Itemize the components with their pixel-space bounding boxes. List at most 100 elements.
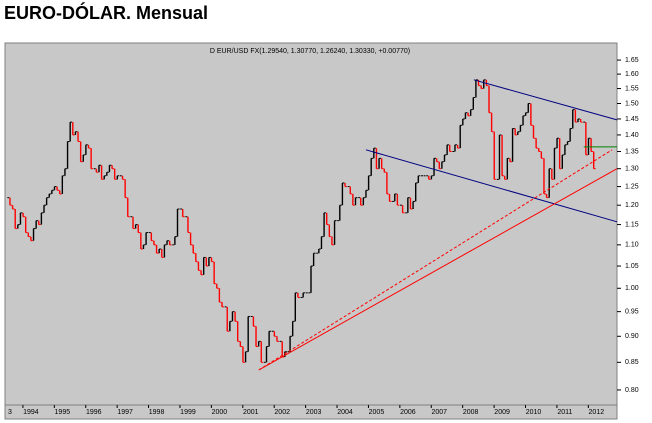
price-bar [365, 189, 368, 198]
x-tick-label: 2002 [274, 409, 290, 416]
price-bar [200, 270, 204, 276]
price-bar [176, 208, 180, 237]
price-bar [234, 311, 238, 322]
price-bar [64, 168, 67, 176]
price-bar [142, 244, 146, 249]
y-tick-label: 1.40 [625, 132, 639, 139]
price-bar [545, 193, 549, 199]
y-tick-label: 1.45 [625, 116, 639, 123]
price-bar [113, 168, 117, 180]
price-bar [145, 232, 149, 245]
y-tick-label: 1.50 [625, 100, 639, 107]
price-bar [59, 190, 62, 195]
price-bar [320, 236, 324, 249]
price-bar [501, 134, 505, 177]
x-tick-label: 1998 [149, 409, 165, 416]
price-bar [590, 138, 594, 153]
price-bar [98, 164, 101, 173]
price-bar [454, 144, 457, 152]
price-bar [331, 236, 334, 246]
price-bar [85, 144, 88, 155]
price-bar [72, 122, 75, 136]
price-bar [456, 144, 460, 149]
price-bar [504, 175, 507, 180]
y-tick-label: 1.35 [625, 148, 639, 155]
price-bar [140, 232, 143, 250]
price-bar [168, 240, 172, 246]
price-bar [291, 320, 295, 337]
price-bar [121, 175, 125, 180]
price-bar [310, 265, 313, 293]
price-bar [553, 147, 557, 180]
price-bar [551, 168, 554, 180]
price-bar [438, 161, 442, 170]
x-tick-label: 2012 [589, 409, 605, 416]
price-bar [242, 346, 245, 363]
price-bar [354, 197, 358, 206]
price-bar [349, 186, 353, 195]
x-axis-strip [4, 404, 618, 420]
price-bar [24, 216, 28, 234]
price-bar [127, 197, 130, 218]
price-bar [548, 168, 552, 198]
price-bar [480, 85, 484, 90]
price-bar [498, 134, 502, 180]
price-bar [483, 79, 486, 89]
price-bar [106, 171, 109, 176]
price-bar [561, 154, 565, 169]
x-tick-label: 2006 [400, 409, 416, 416]
price-bar [265, 346, 269, 363]
price-bar [17, 224, 20, 229]
price-bar [9, 197, 12, 206]
x-tick-label: 1996 [86, 409, 102, 416]
price-bar [226, 306, 230, 332]
price-bar [231, 311, 235, 322]
price-bar [174, 236, 177, 245]
price-bar [187, 216, 190, 234]
price-bar [558, 138, 562, 170]
price-bar [378, 157, 382, 169]
plot-area [4, 42, 618, 406]
price-bar [485, 79, 489, 87]
price-bar [430, 175, 434, 180]
price-bar [155, 244, 159, 254]
price-bar [574, 109, 578, 123]
price-bar [318, 248, 321, 254]
y-tick-label: 1.60 [625, 71, 639, 78]
price-bar [189, 232, 193, 246]
price-bar [532, 125, 536, 139]
price-bar [577, 118, 580, 123]
price-bar [51, 189, 54, 194]
price-bar [326, 212, 329, 226]
price-bar [593, 151, 596, 170]
price-bar [527, 103, 531, 113]
price-bar [328, 224, 332, 238]
price-bar [45, 197, 49, 206]
price-bar [370, 157, 374, 176]
price-bar [48, 193, 52, 198]
x-tick-label: 2009 [494, 409, 510, 416]
x-tick-label: 2005 [369, 409, 385, 416]
price-bar [585, 122, 588, 156]
x-tick-label: 2011 [557, 409, 572, 416]
price-bar [132, 216, 136, 230]
price-bar [134, 224, 138, 229]
price-bar [341, 182, 345, 206]
price-bar [323, 212, 327, 237]
price-bar [247, 315, 251, 352]
price-bar [572, 109, 575, 129]
x-tick-label: 1995 [55, 409, 71, 416]
price-bar [116, 175, 120, 180]
price-bar [380, 158, 384, 170]
y-tick-label: 0.90 [625, 333, 639, 340]
price-bar [40, 212, 44, 225]
price-bar [352, 193, 355, 206]
price-bar [153, 240, 156, 246]
y-tick-label: 1.25 [625, 183, 639, 190]
price-bar [569, 127, 573, 142]
price-bar [579, 118, 583, 123]
price-bar [195, 253, 198, 263]
price-bar [239, 341, 243, 348]
price-bar [87, 144, 91, 149]
